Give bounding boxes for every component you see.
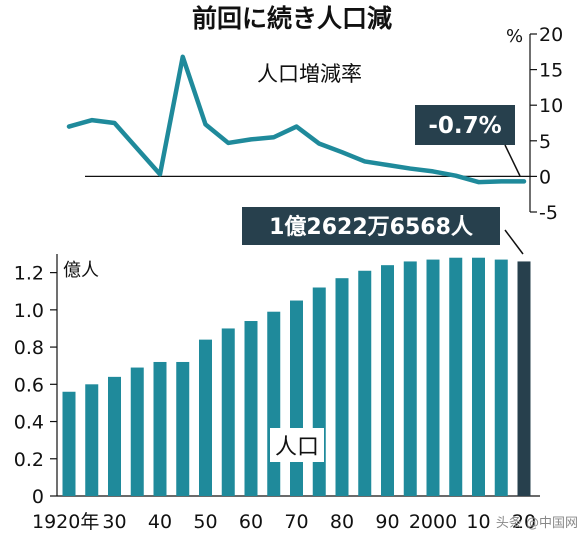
bar-unit-label: 億人: [63, 260, 99, 281]
population-bar: [335, 278, 349, 496]
rate-callout-box: [415, 105, 515, 145]
x-tick-label: 50: [193, 511, 217, 533]
chart-title: 前回に続き人口減: [191, 4, 392, 33]
population-bar: [426, 259, 440, 496]
y-tick-label-left: 0.8: [14, 337, 44, 359]
population-bar: [358, 270, 372, 496]
x-tick-label: 70: [284, 511, 308, 533]
population-bar: [290, 300, 303, 496]
x-tick-label: 10: [466, 511, 490, 533]
y-tick-label-left: 1.2: [14, 263, 44, 285]
y-tick-label-right: 0: [539, 166, 551, 188]
x-tick-label: 80: [330, 511, 354, 533]
x-tick-label: 60: [239, 511, 263, 533]
y-tick-label-right: -5: [539, 202, 558, 224]
population-bar: [176, 361, 190, 496]
y-unit-label: %: [506, 26, 523, 47]
population-bar: [494, 259, 508, 496]
population-bar: [267, 311, 281, 496]
population-bar: [244, 321, 258, 496]
x-tick-label: 20: [512, 511, 536, 533]
y-tick-label-right: 20: [539, 24, 563, 46]
population-bar: [108, 376, 121, 496]
line-series-title: 人口増減率: [257, 62, 362, 86]
y-tick-label-left: 0: [32, 486, 44, 508]
x-tick-label: 30: [102, 511, 126, 533]
population-bar: [403, 261, 417, 496]
x-tick-label: 40: [148, 511, 172, 533]
population-bar: [517, 261, 531, 496]
rate-callout-label: -0.7%: [428, 113, 501, 139]
rate-callout-leader: [504, 144, 521, 177]
y-tick-label-left: 0.6: [14, 374, 44, 396]
x-tick-label: 2000: [409, 511, 457, 533]
watermark: 头条 @中国网: [495, 516, 578, 531]
y-tick-label-left: 0.4: [14, 412, 44, 434]
y-tick-label-left: 1.0: [14, 300, 44, 322]
y-tick-label-right: 10: [539, 95, 563, 117]
population-bar: [381, 265, 394, 496]
population-callout-box: [242, 207, 500, 245]
population-bar: [85, 384, 99, 496]
population-bar: [199, 339, 212, 496]
bar-series-label: 人口: [275, 435, 319, 460]
y-tick-label-right: 5: [539, 131, 551, 153]
population-bar: [153, 361, 167, 496]
population-bar: [62, 391, 76, 496]
x-tick-label: 90: [375, 511, 399, 533]
series-label-bg: [270, 428, 324, 462]
growth-rate-line: [66, 54, 527, 185]
population-bar: [312, 287, 326, 496]
population-bar: [130, 367, 144, 496]
population-bar: [449, 257, 463, 496]
x-tick-label: 1920年: [32, 511, 99, 533]
population-callout-leader: [504, 229, 524, 255]
population-callout-label: 1億2622万6568人: [269, 214, 473, 240]
y-tick-label-right: 15: [539, 60, 563, 82]
y-tick-label-left: 0.2: [14, 449, 44, 471]
population-bar: [472, 257, 485, 496]
population-bar: [221, 328, 235, 496]
